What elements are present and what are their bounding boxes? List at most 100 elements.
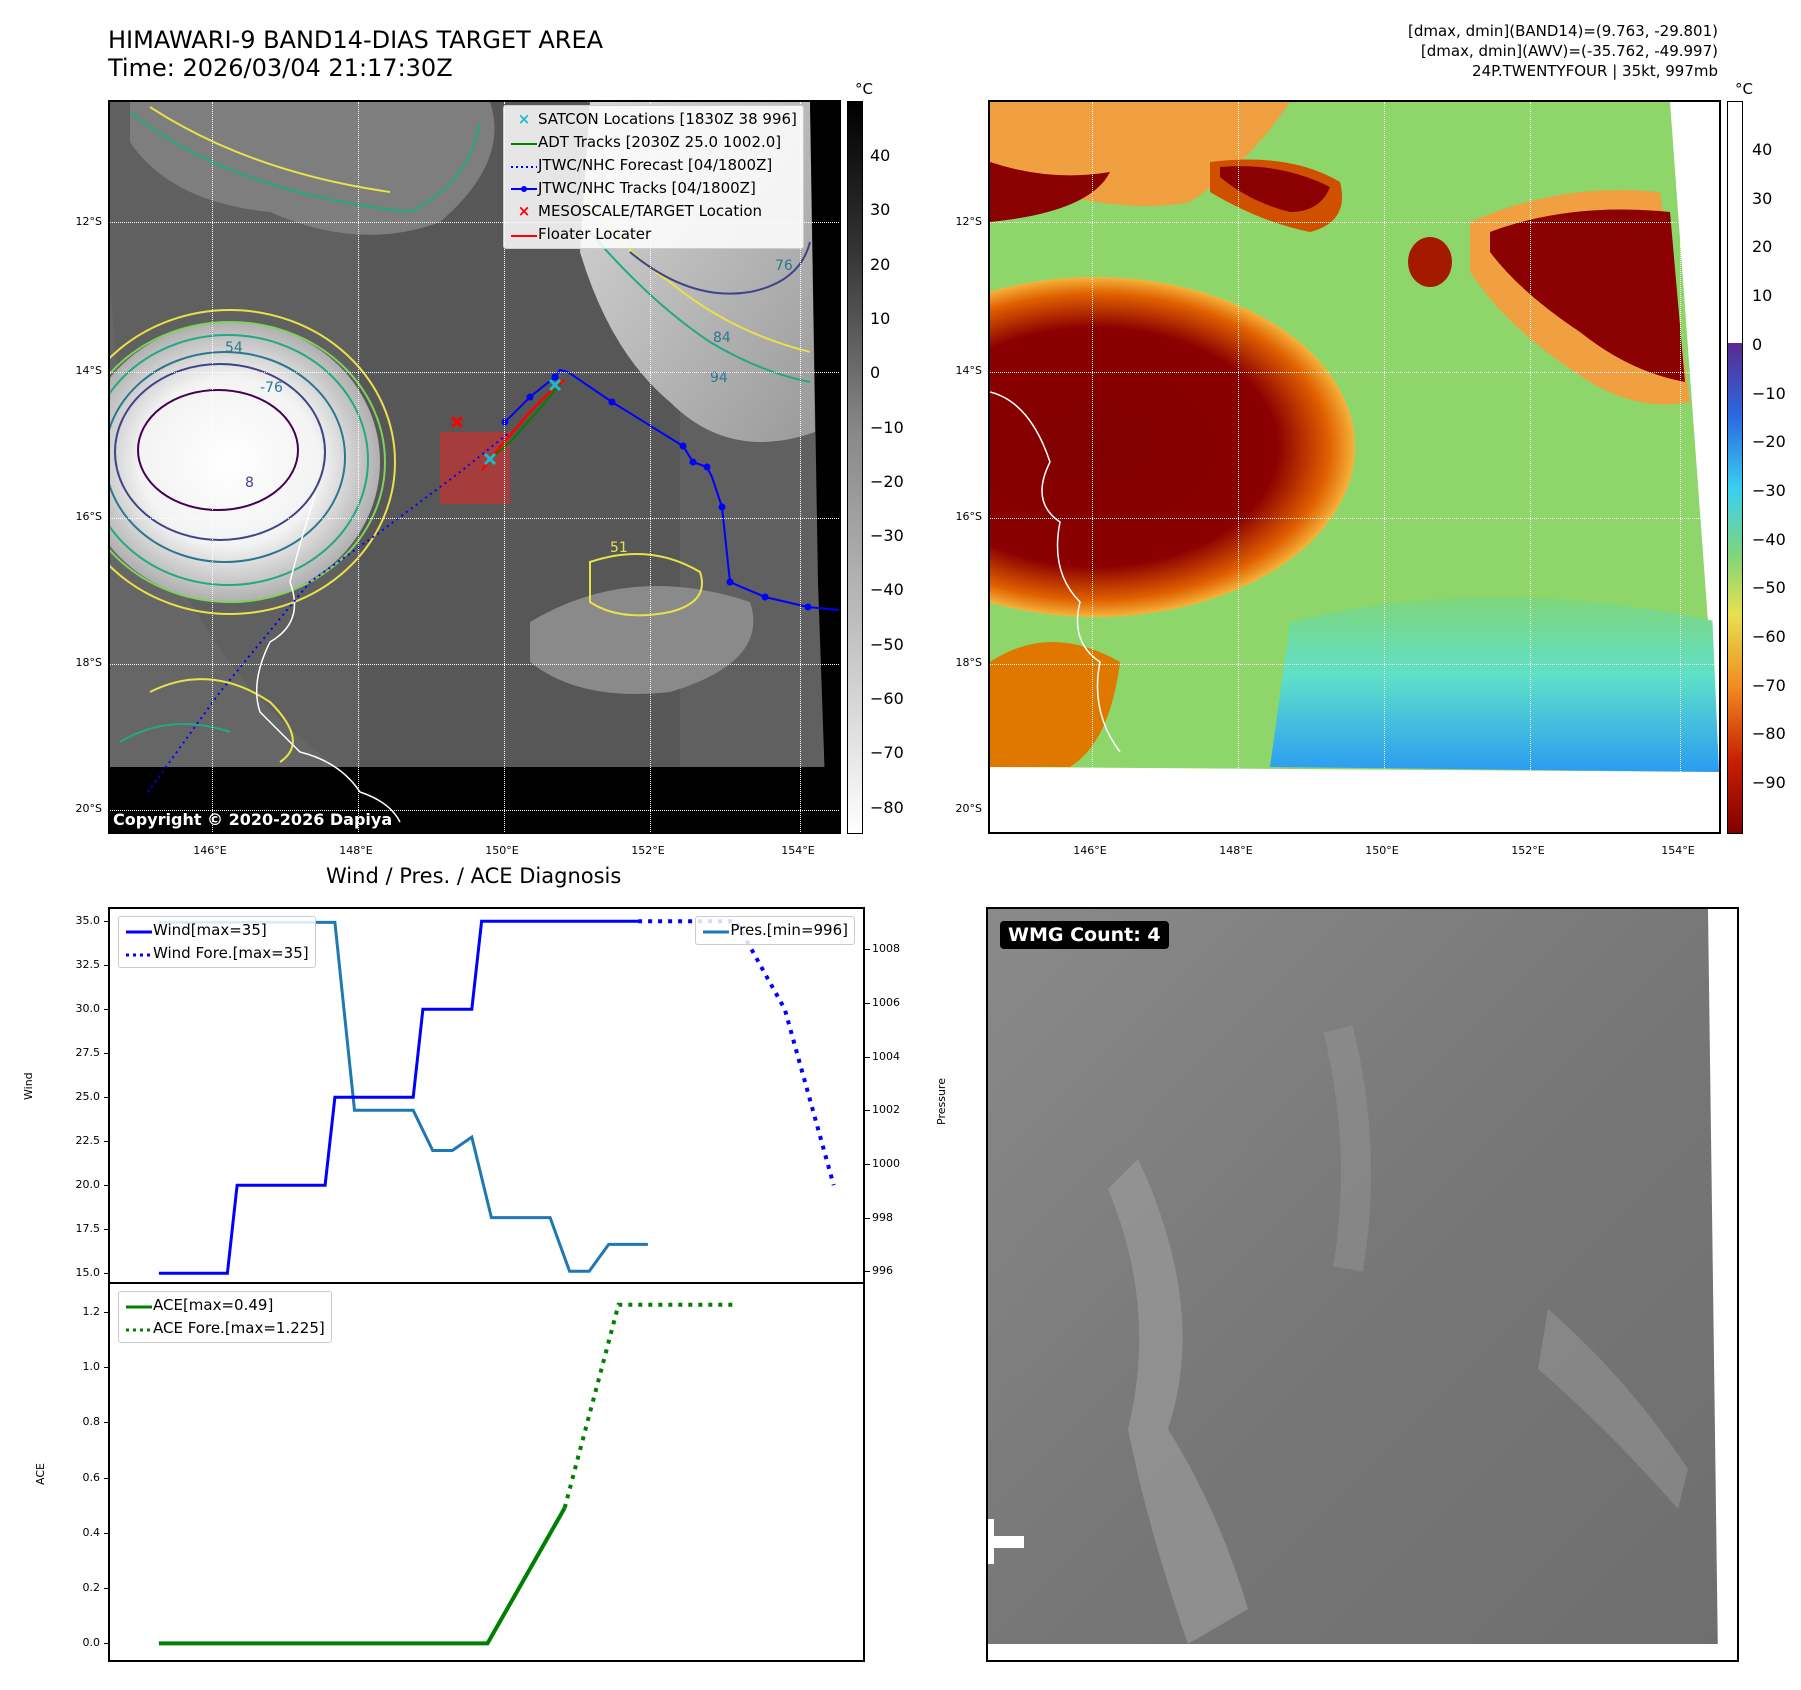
lon-label: 146°E [1073, 844, 1107, 857]
legend-item-tracks: JTWC/NHC Tracks [04/1800Z] [510, 177, 797, 200]
gray-colorbar-tick: −80 [870, 797, 904, 817]
ace-plot [158, 1302, 736, 1646]
page-subtitle-time: Time: 2026/03/04 21:17:30Z [108, 54, 453, 82]
map-legend: × SATCON Locations [1830Z 38 996] ADT Tra… [503, 105, 804, 249]
ir-map-panel[interactable]: 76 54 -76 84 94 8 51 × SATCON Locations [… [108, 100, 841, 834]
wmg-panel[interactable]: WMG Count: 4 [986, 907, 1739, 1662]
lon-label: 148°E [1219, 844, 1253, 857]
wind-ytick-mark [104, 965, 109, 967]
awv-colorbar-tick: −80 [1752, 724, 1786, 744]
svg-text:76: 76 [775, 258, 793, 274]
ace-ytick: 1.2 [82, 1304, 101, 1318]
wind-ytick-mark [104, 1097, 109, 1099]
wind-ytick-mark [104, 1185, 109, 1187]
legend-item-target: × MESOSCALE/TARGET Location [517, 202, 763, 220]
lon-label: 152°E [1511, 844, 1545, 857]
gray-colorbar-tick: −60 [870, 689, 904, 708]
pressure-ytick-mark [865, 1002, 870, 1004]
pressure-ytick: 1006 [872, 995, 900, 1009]
wind-ytick: 30.0 [75, 1002, 101, 1016]
awv-colorbar-tick: 0 [1752, 334, 1763, 354]
lon-label: 154°E [1661, 844, 1695, 857]
svg-text:84: 84 [713, 330, 731, 346]
pressure-ytick-mark [865, 949, 870, 951]
awv-colorbar-tick: 20 [1752, 237, 1773, 257]
wind-legend: Wind[max=35] Wind Fore.[max=35] [118, 916, 316, 968]
ace-ytick: 0.2 [82, 1581, 101, 1595]
lat-label: 18°S [955, 656, 982, 669]
awv-colorbar-tick: −40 [1752, 529, 1786, 549]
lat-label: 16°S [75, 510, 102, 523]
svg-text:94: 94 [710, 370, 728, 386]
lon-label: 152°E [631, 844, 665, 857]
ace-panel[interactable]: ACE[max=0.49] ACE Fore.[max=1.225] [108, 1282, 865, 1662]
ace-ytick-mark [104, 1366, 109, 1368]
lon-label: 148°E [339, 844, 373, 857]
wind-forecast-legend-item: Wind Fore.[max=35] [126, 944, 309, 962]
gray-colorbar-tick: −20 [870, 471, 904, 491]
gray-colorbar-tick: 40 [870, 146, 891, 165]
ace-ytick: 0.0 [82, 1636, 101, 1650]
wind-ytick: 22.5 [75, 1134, 101, 1148]
pressure-ytick: 998 [872, 1210, 893, 1224]
awv-map-panel[interactable] [988, 100, 1721, 834]
pressure-ytick: 1002 [872, 1103, 900, 1117]
gray-colorbar [847, 101, 863, 834]
ace-ytick-mark [104, 1532, 109, 1534]
ace-ytick: 0.6 [82, 1470, 101, 1484]
ace-ytick-mark [104, 1588, 109, 1590]
wind-ytick: 17.5 [75, 1222, 101, 1236]
gray-colorbar-unit: °C [855, 80, 873, 98]
stats-storm: 24P.TWENTYFOUR | 35kt, 997mb [1472, 62, 1718, 80]
wind-ytick: 20.0 [75, 1178, 101, 1192]
awv-colorbar-tick: 30 [1752, 188, 1773, 208]
wind-axis-label: Wind [22, 1072, 35, 1100]
lat-label: 20°S [955, 802, 982, 815]
series-line [562, 1302, 736, 1509]
gray-colorbar-tick: −30 [870, 526, 904, 546]
wind-ytick-mark [104, 1141, 109, 1143]
wind-legend-item: Wind[max=35] [126, 921, 267, 939]
gray-colorbar-tick: 10 [870, 308, 891, 328]
awv-colorbar [1727, 101, 1743, 834]
stats-awv: [dmax, dmin](AWV)=(-35.762, -49.997) [1420, 42, 1718, 60]
stats-band14: [dmax, dmin](BAND14)=(9.763, -29.801) [1407, 22, 1718, 40]
awv-colorbar-tick: −20 [1752, 432, 1786, 452]
gray-colorbar-tick: 30 [870, 200, 891, 220]
series-line [648, 922, 844, 1177]
pressure-ytick: 1000 [872, 1156, 900, 1170]
lon-label: 146°E [193, 844, 227, 857]
series-line [158, 1506, 567, 1646]
wind-ytick-mark [104, 1053, 109, 1055]
ace-forecast-legend-item: ACE Fore.[max=1.225] [126, 1319, 325, 1337]
lat-label: 12°S [75, 215, 102, 228]
awv-map-image [990, 102, 1719, 832]
wind-ytick-mark [104, 1273, 109, 1275]
ace-legend: ACE[max=0.49] ACE Fore.[max=1.225] [118, 1291, 332, 1343]
pressure-ytick-mark [865, 1163, 870, 1165]
ace-ytick: 1.0 [82, 1359, 101, 1373]
lat-label: 14°S [955, 364, 982, 377]
ace-ytick-mark [104, 1643, 109, 1645]
awv-colorbar-tick: −70 [1752, 675, 1786, 695]
lon-label: 150°E [1365, 844, 1399, 857]
wind-pressure-panel[interactable]: Wind[max=35] Wind Fore.[max=35] Pres.[mi… [108, 907, 865, 1284]
ace-legend-item: ACE[max=0.49] [126, 1296, 274, 1314]
wmg-count-badge: WMG Count: 4 [1000, 921, 1169, 949]
pressure-ytick-mark [865, 1217, 870, 1219]
legend-item-adt: ADT Tracks [2030Z 25.0 1002.0] [511, 133, 782, 151]
lon-label: 150°E [485, 844, 519, 857]
svg-text:8: 8 [245, 475, 254, 491]
ace-ytick: 0.4 [82, 1525, 101, 1539]
gray-colorbar-tick: 0 [870, 363, 881, 383]
series-line [638, 919, 836, 1186]
ace-ytick: 0.8 [82, 1415, 101, 1429]
awv-colorbar-tick: −50 [1752, 578, 1786, 598]
gray-colorbar-tick: −70 [870, 743, 904, 763]
gray-colorbar-tick: −50 [870, 634, 904, 654]
svg-text:-76: -76 [260, 380, 283, 396]
gray-colorbar-tick: −40 [870, 580, 904, 600]
wind-ytick: 35.0 [75, 914, 101, 928]
wind-ytick: 27.5 [75, 1046, 101, 1060]
pressure-ytick: 1004 [872, 1049, 900, 1063]
